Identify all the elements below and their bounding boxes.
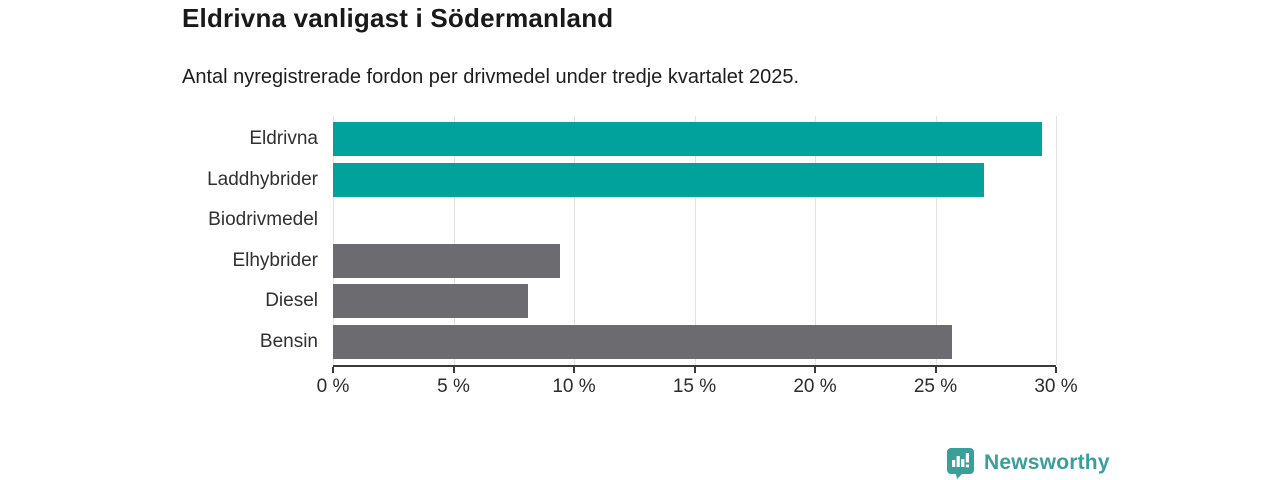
axis-tick-label: 0 %: [316, 376, 350, 397]
x-axis-line: [333, 365, 1056, 367]
bar-laddhybrider: [333, 162, 984, 197]
category-label-laddhybrider: Laddhybrider: [207, 168, 318, 190]
category-label-biodrivmedel: Biodrivmedel: [208, 209, 318, 231]
category-label-eldrivna: Eldrivna: [249, 128, 318, 149]
gridline: [815, 116, 816, 365]
category-label-diesel: Diesel: [265, 290, 318, 312]
axis-tick: [1055, 367, 1057, 373]
bar-bensin: [333, 325, 953, 359]
axis-tick: [452, 367, 455, 373]
gridline: [333, 116, 334, 365]
gridline: [574, 116, 575, 365]
axis-tick-label: 15 %: [672, 376, 717, 397]
page-title: Eldrivna vanligast i Södermanland: [182, 3, 614, 33]
axis-tick: [332, 367, 334, 373]
newsworthy-logo: Newsworthy: [946, 447, 1110, 479]
axis-tick-label: 30 %: [1034, 376, 1078, 397]
bar-elhybrider: [333, 243, 560, 278]
gridline: [1056, 116, 1057, 365]
gridline: [694, 116, 696, 365]
axis-tick-label: 10 %: [552, 376, 596, 397]
x-axis: 0 % 5 % 10 % 15 % 20 % 25 % 30 %: [317, 365, 1078, 405]
axis-tick: [814, 367, 816, 373]
axis-tick: [693, 367, 696, 373]
axis-tick: [934, 367, 937, 373]
axis-tick-label: 5 %: [437, 376, 470, 397]
gridline: [935, 116, 937, 365]
bar-eldrivna: [333, 122, 1042, 156]
axis-tick-label: 20 %: [793, 376, 837, 397]
axis-tick: [573, 367, 575, 373]
category-label-bensin: Bensin: [259, 331, 318, 352]
newsworthy-logo-icon: [947, 448, 974, 479]
axis-tick-label: 25 %: [913, 376, 958, 397]
plot-area: [333, 116, 1057, 365]
gridline: [453, 116, 455, 365]
bar-diesel: [333, 284, 529, 319]
newsworthy-logo-text: Newsworthy: [984, 451, 1110, 474]
category-labels: Eldrivna Laddhybrider Biodrivmedel Elhybrid…: [0, 116, 318, 366]
page-subtitle: Antal nyregistrerade fordon per drivmede…: [182, 66, 800, 88]
category-label-elhybrider: Elhybrider: [232, 249, 318, 271]
